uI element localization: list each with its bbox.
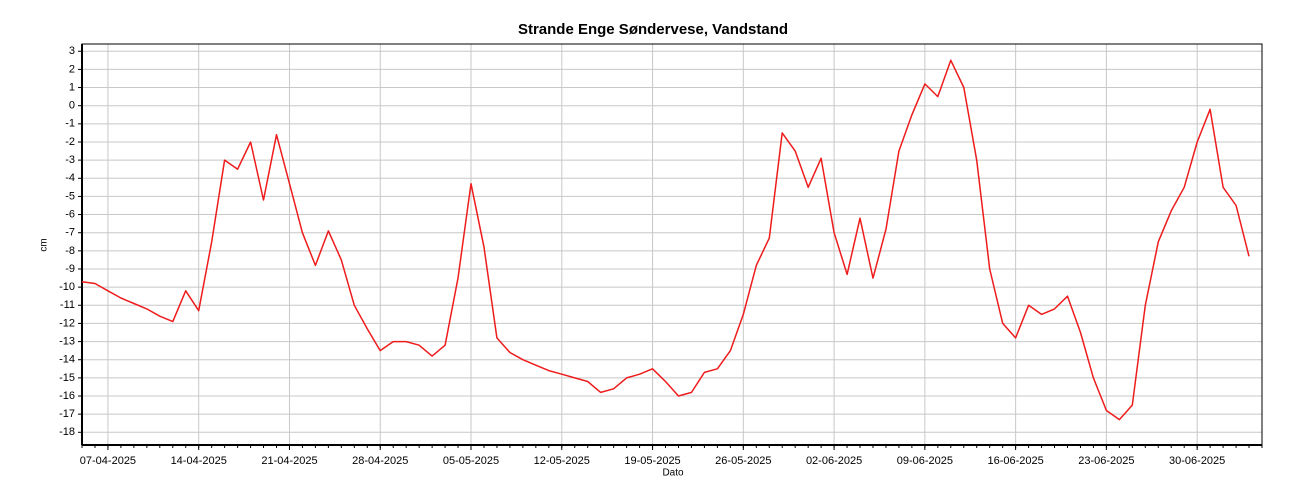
y-tick-label: -1	[65, 118, 75, 130]
x-tick-label: 09-06-2025	[897, 455, 953, 467]
x-tick-label: 21-04-2025	[261, 455, 317, 467]
y-tick-label: -8	[65, 245, 75, 257]
y-tick-label: -11	[60, 299, 75, 311]
y-tick-label: 0	[69, 100, 75, 112]
y-tick-label: -3	[65, 154, 75, 166]
y-tick-label: 3	[69, 45, 75, 57]
y-tick-label: -15	[59, 372, 75, 384]
x-tick-label: 19-05-2025	[624, 455, 680, 467]
y-tick-label: -12	[59, 317, 75, 329]
y-tick-label: -16	[59, 390, 75, 402]
y-tick-label: -2	[65, 136, 75, 148]
y-tick-label: -9	[65, 263, 75, 275]
y-tick-label: -14	[59, 354, 75, 366]
x-tick-label: 02-06-2025	[806, 455, 862, 467]
y-tick-label: -17	[59, 408, 75, 420]
y-axis-label: cm	[39, 238, 50, 251]
x-tick-label: 23-06-2025	[1078, 455, 1134, 467]
y-tick-label: -18	[59, 426, 75, 438]
x-axis-label: Dato	[662, 468, 684, 479]
x-tick-label: 12-05-2025	[534, 455, 590, 467]
x-tick-label: 26-05-2025	[715, 455, 771, 467]
y-tick-label: -5	[65, 190, 75, 202]
x-tick-label: 07-04-2025	[80, 455, 136, 467]
y-tick-label: -4	[65, 172, 75, 184]
y-tick-label: 1	[69, 81, 75, 93]
x-tick-label: 28-04-2025	[352, 455, 408, 467]
y-tick-label: 2	[69, 63, 75, 75]
y-tick-label: -7	[65, 227, 75, 239]
y-tick-label: -6	[65, 208, 75, 220]
x-tick-label: 16-06-2025	[987, 455, 1043, 467]
x-tick-label: 14-04-2025	[171, 455, 227, 467]
x-tick-label: 05-05-2025	[443, 455, 499, 467]
y-tick-label: -10	[59, 281, 75, 293]
x-tick-label: 30-06-2025	[1169, 455, 1225, 467]
chart-title: Strande Enge Søndervese, Vandstand	[518, 21, 788, 38]
y-tick-label: -13	[59, 335, 75, 347]
line-series	[81, 59, 1250, 421]
